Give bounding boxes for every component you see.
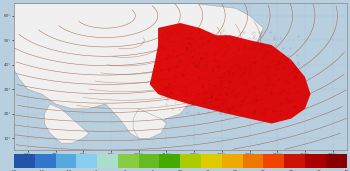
Bar [76, 154, 97, 168]
Bar [97, 154, 118, 168]
Text: -15: -15 [38, 170, 45, 171]
Text: 20: 20 [233, 170, 238, 171]
Bar [139, 154, 160, 168]
Polygon shape [14, 3, 264, 138]
Text: 35: 35 [316, 170, 321, 171]
Text: 10: 10 [178, 170, 183, 171]
Text: 5: 5 [151, 170, 154, 171]
Bar [326, 154, 346, 168]
Bar [222, 154, 243, 168]
Bar [14, 154, 35, 168]
Bar [284, 154, 305, 168]
Bar [160, 154, 180, 168]
Bar [35, 154, 56, 168]
Text: -20: -20 [11, 170, 17, 171]
Bar [180, 154, 201, 168]
Polygon shape [150, 23, 310, 123]
Bar [305, 154, 326, 168]
Text: 15: 15 [205, 170, 210, 171]
Text: 25: 25 [261, 170, 266, 171]
Polygon shape [44, 104, 89, 143]
Text: 30: 30 [289, 170, 294, 171]
Text: 40: 40 [344, 170, 349, 171]
Bar [56, 154, 76, 168]
Text: -5: -5 [95, 170, 99, 171]
Bar [263, 154, 284, 168]
Text: -10: -10 [66, 170, 72, 171]
Bar [118, 154, 139, 168]
Bar [243, 154, 263, 168]
Text: 0: 0 [124, 170, 126, 171]
Bar [201, 154, 222, 168]
Polygon shape [133, 109, 166, 138]
